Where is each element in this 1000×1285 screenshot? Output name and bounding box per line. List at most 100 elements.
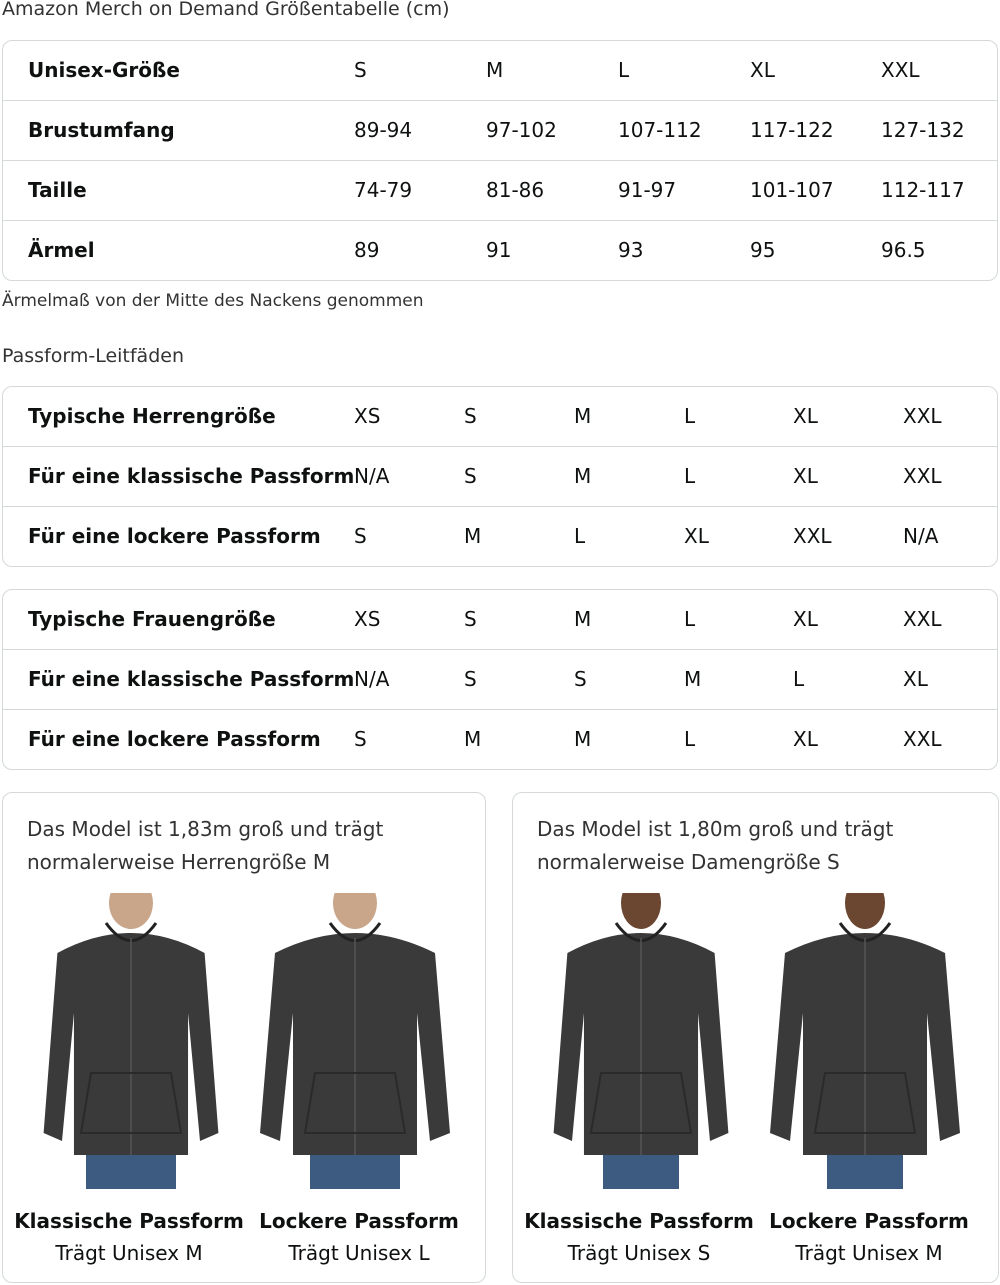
table-cell: S bbox=[354, 58, 367, 82]
table-cell: 112-117 bbox=[881, 178, 965, 202]
table-cell: S bbox=[464, 464, 477, 488]
loose-fit-model-image bbox=[255, 877, 455, 1189]
table-cell: 89-94 bbox=[354, 118, 413, 142]
table-row: Für eine klassische Passform N/A S S M L XL bbox=[3, 650, 997, 710]
fit-caption: Klassische Passform Trägt Unisex S bbox=[519, 1205, 759, 1269]
men-model-card: Das Model ist 1,83m groß und trägt norma… bbox=[2, 792, 486, 1283]
row-label: Für eine klassische Passform bbox=[28, 667, 355, 691]
table-cell: S bbox=[574, 667, 587, 691]
table-cell: 107-112 bbox=[618, 118, 702, 142]
table-row: Für eine lockere Passform S M M L XL XXL bbox=[3, 710, 997, 769]
row-label: Typische Frauengröße bbox=[28, 607, 276, 631]
table-row: Typische Herrengröße XS S M L XL XXL bbox=[3, 387, 997, 447]
fit-caption: Klassische Passform Trägt Unisex M bbox=[9, 1205, 249, 1269]
row-label: Typische Herrengröße bbox=[28, 404, 276, 428]
table-cell: L bbox=[793, 667, 805, 691]
table-cell: M bbox=[464, 524, 482, 548]
row-label: Taille bbox=[28, 178, 87, 202]
fit-name: Klassische Passform bbox=[524, 1209, 754, 1233]
table-cell: XS bbox=[354, 607, 381, 631]
table-cell: 97-102 bbox=[486, 118, 557, 142]
table-cell: XXL bbox=[903, 404, 942, 428]
table-cell: M bbox=[574, 404, 592, 428]
row-label: Für eine lockere Passform bbox=[28, 524, 321, 548]
table-cell: M bbox=[574, 607, 592, 631]
table-cell: 93 bbox=[618, 238, 644, 262]
model-description: Das Model ist 1,83m groß und trägt norma… bbox=[27, 813, 383, 879]
table-row: Taille 74-79 81-86 91-97 101-107 112-117 bbox=[3, 161, 997, 221]
model-height-text: Das Model ist 1,80m groß und trägt bbox=[537, 817, 894, 841]
table-cell: S bbox=[354, 524, 367, 548]
row-label: Für eine lockere Passform bbox=[28, 727, 321, 751]
table-cell: 101-107 bbox=[750, 178, 834, 202]
row-label: Brustumfang bbox=[28, 118, 175, 142]
table-cell: 95 bbox=[750, 238, 776, 262]
fit-size: Trägt Unisex M bbox=[795, 1241, 943, 1265]
model-description: Das Model ist 1,80m groß und trägt norma… bbox=[537, 813, 893, 879]
table-cell: M bbox=[684, 667, 702, 691]
fit-size: Trägt Unisex L bbox=[288, 1241, 430, 1265]
fit-name: Klassische Passform bbox=[14, 1209, 244, 1233]
table-row: Ärmel 89 91 93 95 96.5 bbox=[3, 221, 997, 280]
table-cell: L bbox=[618, 58, 630, 82]
fit-name: Lockere Passform bbox=[259, 1209, 459, 1233]
table-cell: XL bbox=[793, 464, 818, 488]
sleeve-note: Ärmelmaß von der Mitte des Nackens genom… bbox=[2, 291, 424, 311]
row-label: Unisex-Größe bbox=[28, 58, 180, 82]
table-cell: 127-132 bbox=[881, 118, 965, 142]
table-row: Unisex-Größe S M L XL XXL bbox=[3, 41, 997, 101]
table-cell: XXL bbox=[793, 524, 832, 548]
row-label: Ärmel bbox=[28, 238, 95, 262]
table-cell: M bbox=[464, 727, 482, 751]
table-row: Brustumfang 89-94 97-102 107-112 117-122 127-… bbox=[3, 101, 997, 161]
table-cell: 91 bbox=[486, 238, 512, 262]
table-cell: L bbox=[684, 727, 696, 751]
model-size-text: normalerweise Herrengröße M bbox=[27, 850, 331, 874]
table-row: Typische Frauengröße XS S M L XL XXL bbox=[3, 590, 997, 650]
table-cell: L bbox=[684, 464, 696, 488]
classic-fit-model-image bbox=[31, 877, 231, 1189]
table-cell: M bbox=[486, 58, 504, 82]
loose-fit-model-image bbox=[765, 877, 965, 1189]
table-cell: 74-79 bbox=[354, 178, 413, 202]
model-height-text: Das Model ist 1,83m groß und trägt bbox=[27, 817, 384, 841]
table-cell: S bbox=[464, 667, 477, 691]
table-cell: XL bbox=[684, 524, 709, 548]
table-cell: XL bbox=[793, 404, 818, 428]
table-cell: 89 bbox=[354, 238, 380, 262]
men-fit-table: Typische Herrengröße XS S M L XL XXL Für eine k… bbox=[2, 386, 998, 567]
table-cell: XS bbox=[354, 404, 381, 428]
table-cell: XXL bbox=[903, 464, 942, 488]
fit-size: Trägt Unisex S bbox=[567, 1241, 711, 1265]
table-cell: XL bbox=[793, 727, 818, 751]
table-cell: 81-86 bbox=[486, 178, 545, 202]
table-cell: L bbox=[574, 524, 586, 548]
model-size-text: normalerweise Damengröße S bbox=[537, 850, 840, 874]
row-label: Für eine klassische Passform bbox=[28, 464, 355, 488]
table-cell: N/A bbox=[354, 464, 390, 488]
fit-guide-title: Passform-Leitfäden bbox=[2, 345, 184, 367]
table-row: Für eine klassische Passform N/A S M L XL XXL bbox=[3, 447, 997, 507]
table-cell: N/A bbox=[903, 524, 939, 548]
table-cell: S bbox=[464, 404, 477, 428]
page-title: Amazon Merch on Demand Größentabelle (cm… bbox=[2, 0, 450, 20]
table-cell: 96.5 bbox=[881, 238, 926, 262]
table-cell: XXL bbox=[881, 58, 920, 82]
table-cell: 117-122 bbox=[750, 118, 834, 142]
table-cell: M bbox=[574, 727, 592, 751]
table-cell: XL bbox=[750, 58, 775, 82]
table-cell: XL bbox=[903, 667, 928, 691]
table-cell: L bbox=[684, 404, 696, 428]
table-cell: XXL bbox=[903, 727, 942, 751]
table-cell: XXL bbox=[903, 607, 942, 631]
fit-caption: Lockere Passform Trägt Unisex L bbox=[239, 1205, 479, 1269]
table-row: Für eine lockere Passform S M L XL XXL N/A bbox=[3, 507, 997, 566]
fit-size: Trägt Unisex M bbox=[55, 1241, 203, 1265]
table-cell: M bbox=[574, 464, 592, 488]
size-table: Unisex-Größe S M L XL XXL Brustumfang 89-94 97-1… bbox=[2, 40, 998, 281]
women-fit-table: Typische Frauengröße XS S M L XL XXL Für eine k… bbox=[2, 589, 998, 770]
table-cell: L bbox=[684, 607, 696, 631]
fit-name: Lockere Passform bbox=[769, 1209, 969, 1233]
table-cell: S bbox=[354, 727, 367, 751]
table-cell: XL bbox=[793, 607, 818, 631]
